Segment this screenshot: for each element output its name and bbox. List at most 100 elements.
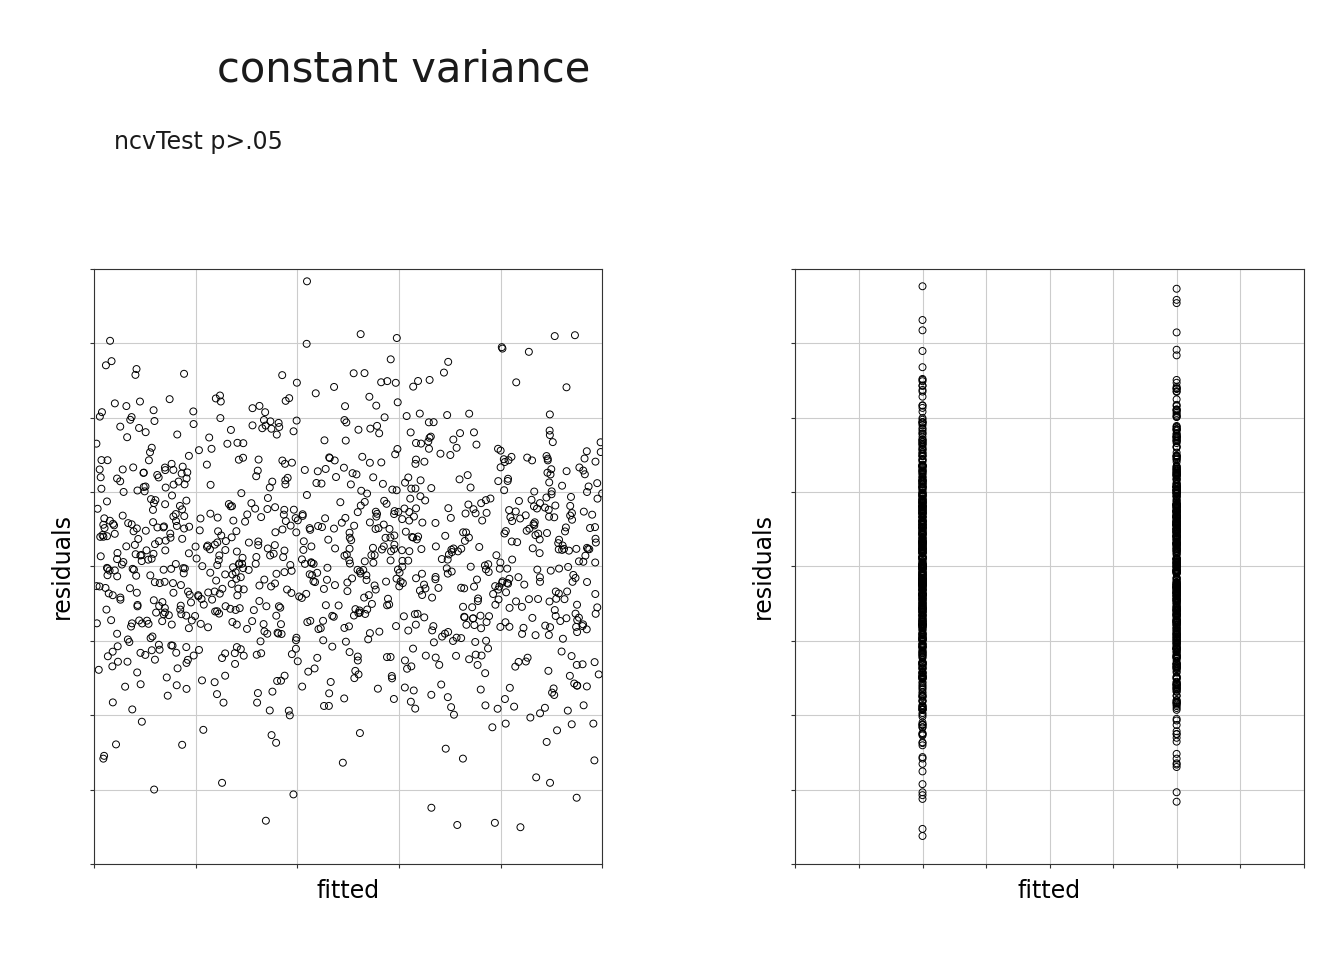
Point: [1165, 503, 1187, 518]
Point: [1165, 348, 1187, 363]
Point: [207, 510, 228, 525]
Point: [520, 709, 542, 725]
Point: [911, 655, 933, 670]
Point: [911, 561, 933, 576]
Point: [286, 413, 308, 428]
Point: [1165, 619, 1187, 635]
Point: [1165, 508, 1187, 523]
Point: [911, 543, 933, 559]
Point: [911, 498, 933, 514]
Point: [1165, 645, 1187, 660]
Point: [382, 482, 403, 497]
Point: [911, 533, 933, 548]
Point: [271, 626, 293, 641]
Point: [192, 722, 214, 737]
Point: [911, 609, 933, 624]
Point: [560, 648, 582, 663]
Point: [911, 777, 933, 792]
Point: [1165, 599, 1187, 614]
Point: [911, 630, 933, 645]
Point: [911, 492, 933, 507]
Point: [281, 586, 302, 601]
Point: [1165, 474, 1187, 490]
Point: [911, 631, 933, 646]
Point: [161, 638, 183, 654]
Point: [1165, 521, 1187, 537]
Point: [247, 452, 269, 468]
Point: [495, 454, 516, 469]
Point: [382, 668, 403, 684]
Point: [493, 526, 515, 541]
Point: [499, 619, 520, 635]
Point: [116, 398, 137, 414]
Point: [911, 472, 933, 488]
Point: [183, 404, 204, 420]
Point: [1165, 471, 1187, 487]
Point: [911, 400, 933, 416]
Point: [1165, 519, 1187, 535]
Point: [144, 781, 165, 797]
Point: [911, 446, 933, 462]
Point: [386, 483, 407, 498]
Point: [349, 564, 371, 579]
Point: [120, 581, 141, 596]
Point: [449, 471, 470, 487]
Point: [423, 415, 445, 430]
Point: [1165, 528, 1187, 543]
Point: [406, 435, 427, 450]
Point: [255, 418, 277, 433]
Point: [89, 409, 110, 424]
Point: [1165, 688, 1187, 704]
Point: [1165, 696, 1187, 711]
Point: [505, 593, 527, 609]
Point: [1165, 544, 1187, 560]
Point: [274, 502, 296, 517]
Point: [1165, 564, 1187, 580]
Point: [911, 612, 933, 627]
Point: [374, 410, 395, 425]
Point: [551, 542, 573, 558]
Point: [406, 452, 427, 468]
Point: [911, 498, 933, 514]
Point: [911, 457, 933, 472]
Point: [257, 540, 278, 556]
Point: [911, 551, 933, 566]
Point: [398, 469, 419, 485]
Point: [1165, 498, 1187, 514]
Point: [133, 466, 155, 481]
Point: [911, 715, 933, 731]
Point: [1165, 697, 1187, 712]
Point: [911, 548, 933, 564]
Point: [1165, 541, 1187, 557]
Point: [1165, 588, 1187, 604]
Point: [138, 616, 160, 632]
Point: [1165, 421, 1187, 437]
Point: [456, 617, 477, 633]
Point: [247, 534, 269, 549]
Point: [911, 558, 933, 573]
Point: [247, 685, 269, 701]
Point: [911, 572, 933, 588]
Point: [1165, 623, 1187, 638]
Point: [911, 608, 933, 623]
Point: [345, 467, 367, 482]
Point: [911, 693, 933, 708]
Point: [103, 396, 125, 411]
Point: [108, 638, 129, 654]
Point: [141, 629, 163, 644]
Point: [911, 504, 933, 519]
Point: [297, 614, 319, 630]
Point: [144, 652, 165, 667]
Point: [911, 639, 933, 655]
Point: [130, 547, 152, 563]
Point: [155, 600, 176, 615]
Point: [359, 389, 380, 404]
Point: [358, 632, 379, 647]
Point: [450, 580, 472, 595]
Point: [224, 645, 246, 660]
Point: [1165, 577, 1187, 592]
Point: [530, 545, 551, 561]
Point: [911, 448, 933, 464]
Point: [231, 550, 253, 565]
Point: [911, 726, 933, 741]
